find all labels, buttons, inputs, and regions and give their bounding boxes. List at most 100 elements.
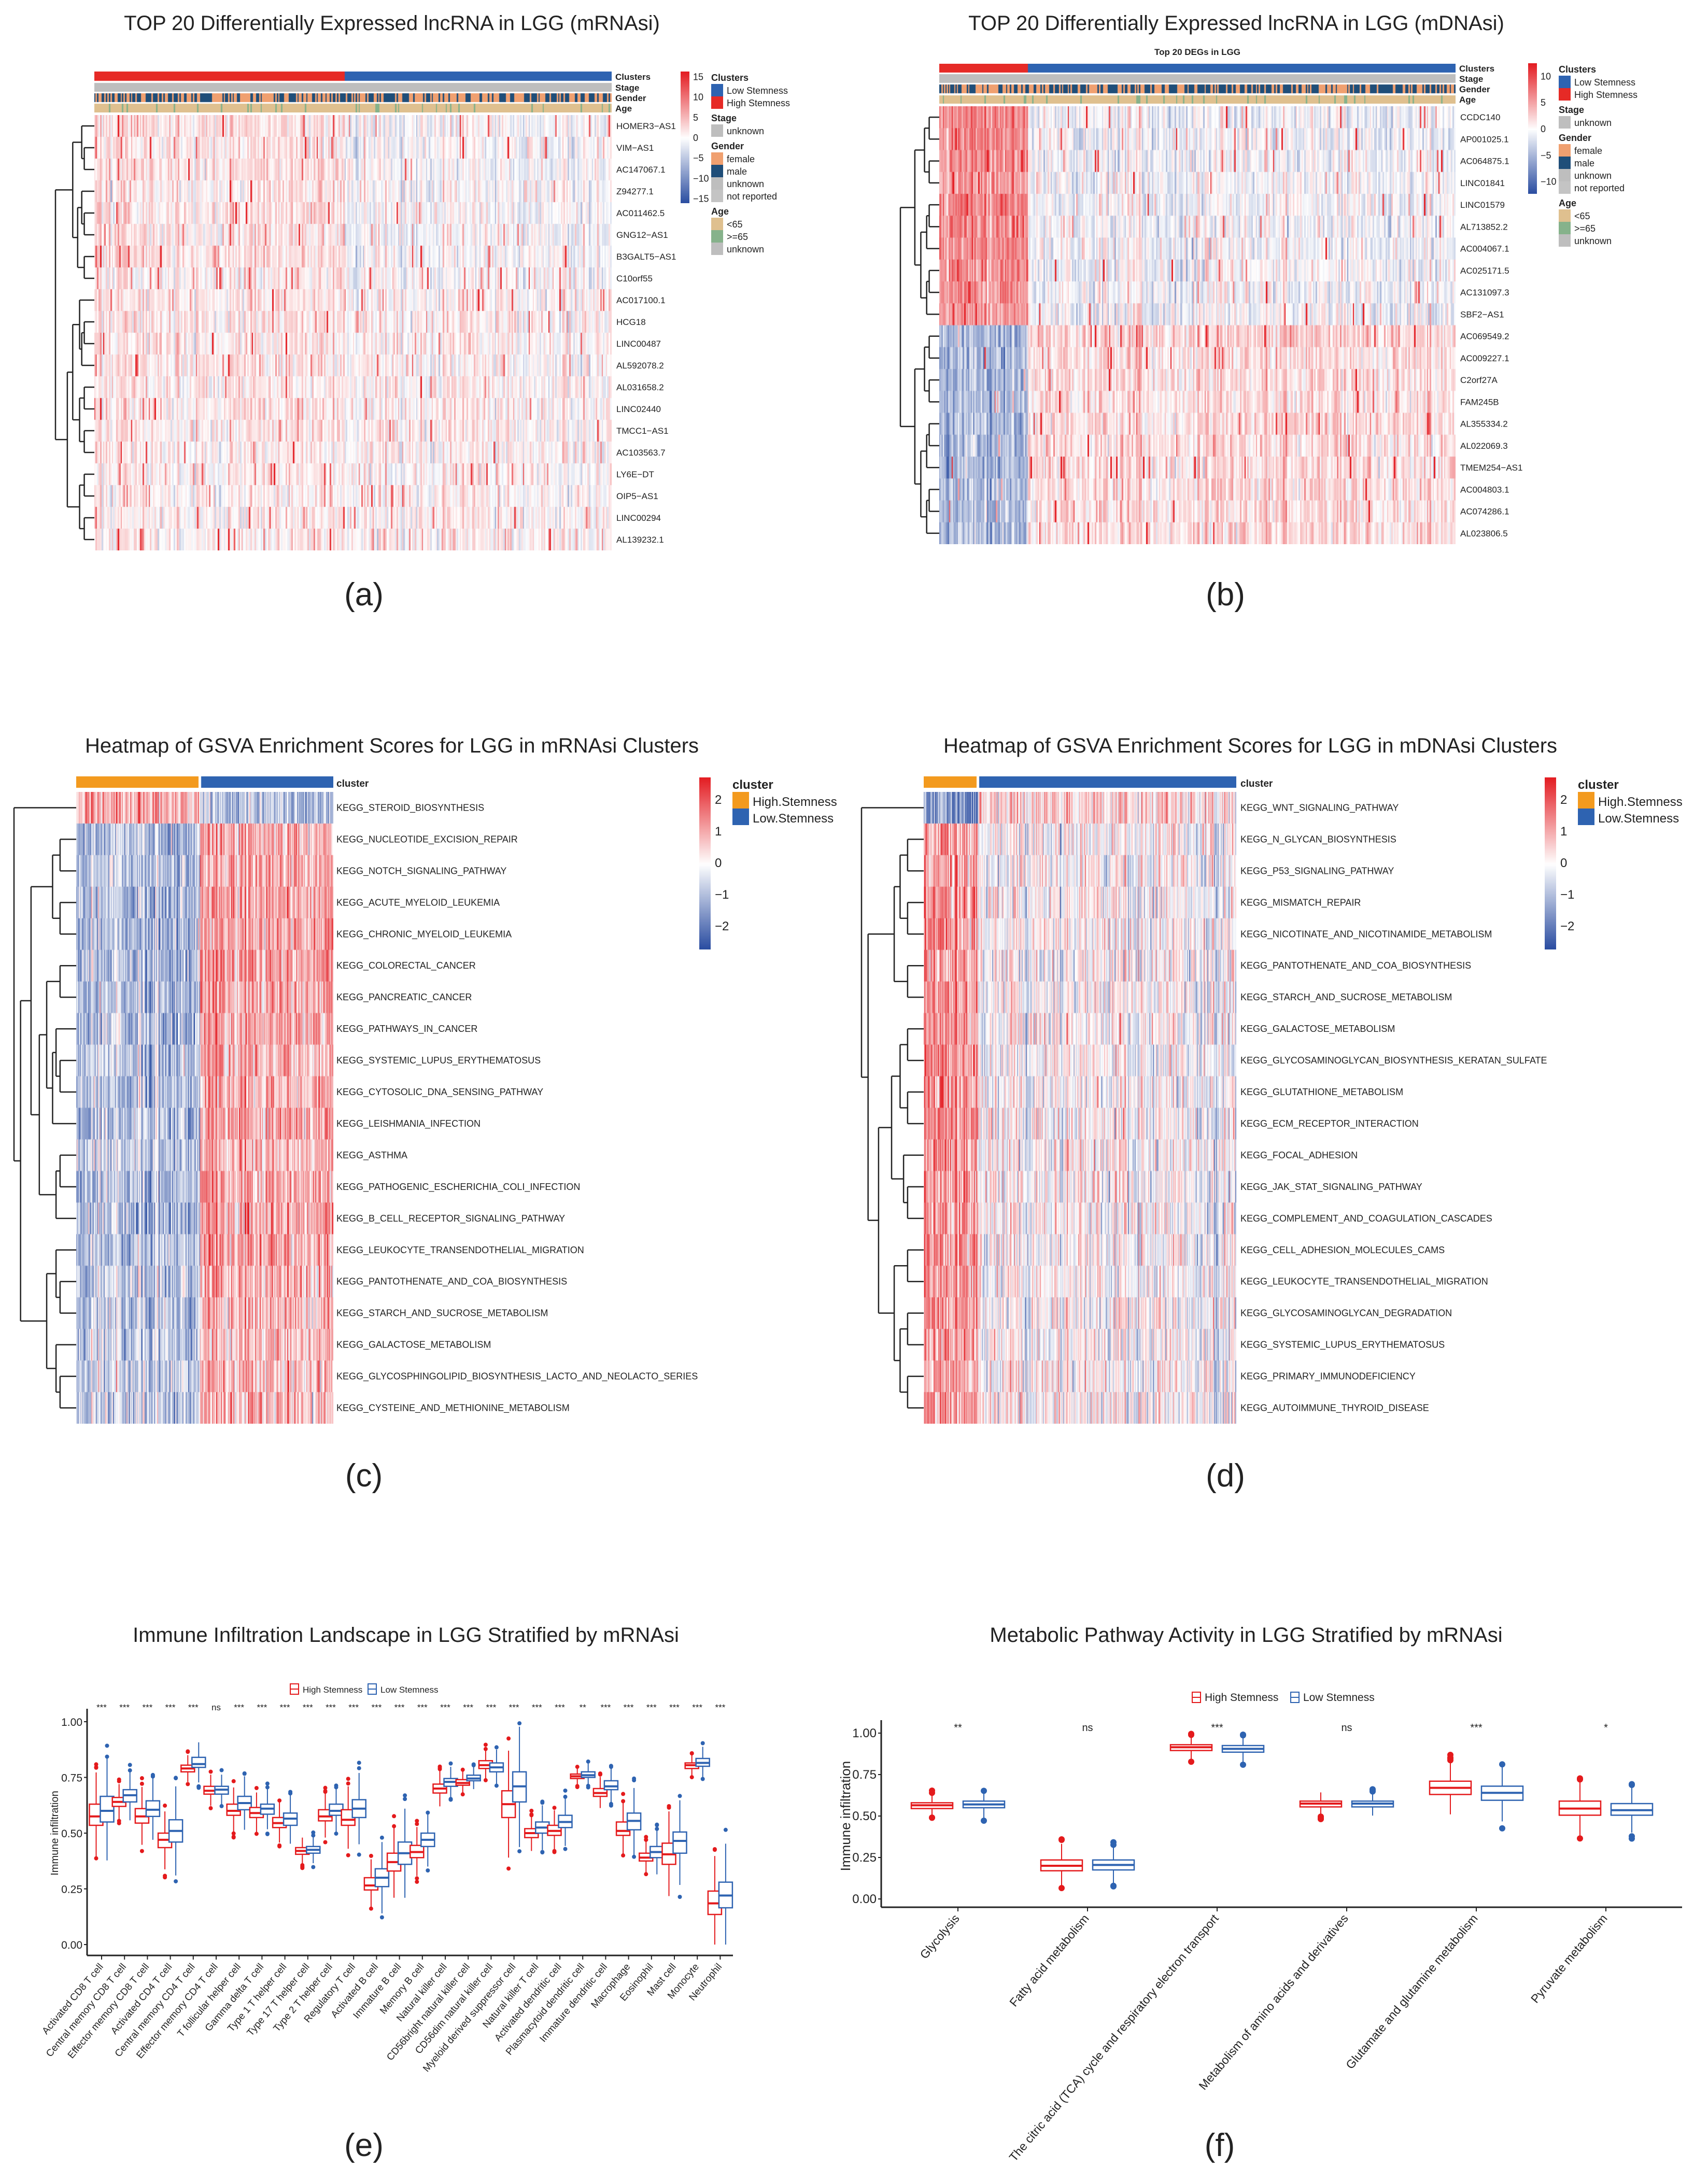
legend-label: >=65: [1574, 223, 1596, 234]
significance-label: ***: [509, 1703, 519, 1712]
panel-f-title: Metabolic Pathway Activity in LGG Strati…: [990, 1624, 1502, 1647]
panel-d-title: Heatmap of GSVA Enrichment Scores for LG…: [943, 734, 1557, 757]
box-high-stemness: [524, 1808, 539, 1851]
box-high-stemness: [1169, 1731, 1213, 1765]
outlier-point: [117, 1777, 121, 1782]
legend-label: High Stemness: [1574, 90, 1637, 100]
box-high-stemness: [363, 1853, 379, 1911]
row-label: AC103563.7: [616, 448, 666, 458]
outlier-point: [288, 1791, 293, 1796]
row-label: AC074286.1: [1460, 507, 1509, 517]
y-axis-title: Immune infiltration: [838, 1761, 853, 1871]
outlier-point: [1188, 1758, 1194, 1765]
x-tick-label: Glycolysis: [917, 1912, 962, 1962]
legend-title: Gender: [711, 141, 744, 151]
box-low-stemness: [1351, 1786, 1394, 1816]
row-label: KEGG_GLYCOSPHINGOLIPID_BIOSYNTHESIS_LACT…: [336, 1371, 698, 1382]
y-tick-label: 0.25: [61, 1884, 82, 1896]
legend-swatch: [1559, 76, 1571, 88]
colorbar-tick-label: 10: [693, 92, 703, 103]
outlier-point: [346, 1781, 350, 1786]
outlier-point: [415, 1876, 419, 1881]
row-label: AL139232.1: [616, 535, 664, 545]
box-low-stemness: [168, 1776, 183, 1883]
row-label: KEGG_ACUTE_MYELOID_LEUKEMIA: [336, 897, 500, 908]
outlier-point: [700, 1777, 705, 1781]
annotation-tracks-3: [924, 776, 1236, 788]
row-label: KEGG_SYSTEMIC_LUPUS_ERYTHEMATOSUS: [336, 1055, 541, 1066]
annotation-track-label: Clusters: [615, 72, 651, 82]
outlier-point: [379, 1915, 384, 1920]
significance-label: **: [954, 1722, 962, 1734]
annotation-track-label: cluster: [336, 778, 369, 789]
row-label: KEGG_NOTCH_SIGNALING_PATHWAY: [336, 866, 506, 876]
row-label: KEGG_N_GLYCAN_BIOSYNTHESIS: [1240, 834, 1396, 845]
legend-label: not reported: [1574, 183, 1625, 193]
significance-label: ***: [532, 1703, 542, 1712]
legend-swatch: [711, 124, 723, 137]
outlier-point: [529, 1813, 534, 1818]
outlier-point: [563, 1847, 568, 1851]
outlier-point: [723, 1827, 728, 1832]
legend-label: unknown: [1574, 118, 1612, 128]
legend-swatch: [711, 152, 723, 165]
outlier-point: [632, 1854, 637, 1859]
x-tick-label: Glutamate and glutamine metabolism: [1343, 1912, 1480, 2072]
outlier-point: [392, 1814, 397, 1819]
legend-label: Low.Stemness: [1598, 812, 1679, 826]
row-label: AC011462.5: [616, 208, 665, 218]
x-tick-label: The citric acid (TCA) cycle and respirat…: [1007, 1911, 1222, 2164]
outlier-point: [689, 1775, 694, 1780]
row-label: KEGG_CHRONIC_MYELOID_LEUKEMIA: [336, 929, 512, 940]
significance-label: ns: [211, 1703, 221, 1712]
outlier-point: [231, 1835, 236, 1839]
outlier-point: [483, 1778, 488, 1782]
legend-swatch: [732, 792, 749, 809]
colorbar-tick-label: −10: [693, 173, 709, 183]
outlier-point: [105, 1743, 109, 1748]
box-low-stemness: [397, 1793, 413, 1898]
row-label: AC131097.3: [1460, 288, 1509, 297]
outlier-point: [471, 1762, 476, 1767]
outlier-point: [174, 1776, 178, 1781]
boxplot-5: [878, 1692, 1682, 1911]
box-low-stemness: [962, 1788, 1006, 1824]
outlier-point: [540, 1850, 545, 1854]
legend-label: female: [727, 154, 755, 164]
legend-label: >=65: [727, 232, 748, 242]
row-label: C10orf55: [616, 274, 653, 283]
outlier-point: [196, 1785, 201, 1790]
row-label: KEGG_NUCLEOTIDE_EXCISION_REPAIR: [336, 834, 518, 845]
outlier-point: [300, 1863, 305, 1867]
outlier-point: [655, 1826, 659, 1831]
x-tick-label: Metabolism of amino acids and derivative…: [1196, 1912, 1350, 2093]
outlier-point: [609, 1802, 613, 1806]
outlier-point: [346, 1777, 350, 1781]
row-label: LINC02440: [616, 404, 661, 414]
row-label: KEGG_GALACTOSE_METABOLISM: [1240, 1024, 1395, 1034]
outlier-point: [552, 1849, 557, 1853]
row-label: KEGG_LEUKOCYTE_TRANSENDOTHELIAL_MIGRATIO…: [336, 1245, 584, 1256]
legend-title: cluster: [1578, 778, 1619, 792]
legend-swatch: [711, 96, 723, 109]
outlier-point: [208, 1769, 213, 1774]
annotation-tracks-2: [76, 776, 333, 788]
outlier-point: [323, 1840, 328, 1845]
outlier-point: [460, 1767, 465, 1772]
legend-label: Low Stemness: [727, 86, 788, 96]
outlier-point: [517, 1721, 522, 1726]
outlier-point: [575, 1765, 580, 1769]
annotation-track-label: cluster: [1240, 778, 1273, 789]
significance-label: ***: [417, 1703, 428, 1712]
row-label: LINC00294: [616, 513, 661, 523]
outlier-point: [277, 1844, 282, 1849]
outlier-point: [403, 1793, 407, 1798]
legend-title: Clusters: [1559, 64, 1596, 75]
outlier-point: [311, 1865, 316, 1869]
outlier-point: [981, 1818, 987, 1824]
row-label: KEGG_WNT_SIGNALING_PATHWAY: [1240, 802, 1399, 813]
annotation-tracks-1: [939, 64, 1456, 104]
box-low-stemness: [695, 1741, 710, 1781]
y-tick-label: 0.75: [852, 1768, 877, 1782]
